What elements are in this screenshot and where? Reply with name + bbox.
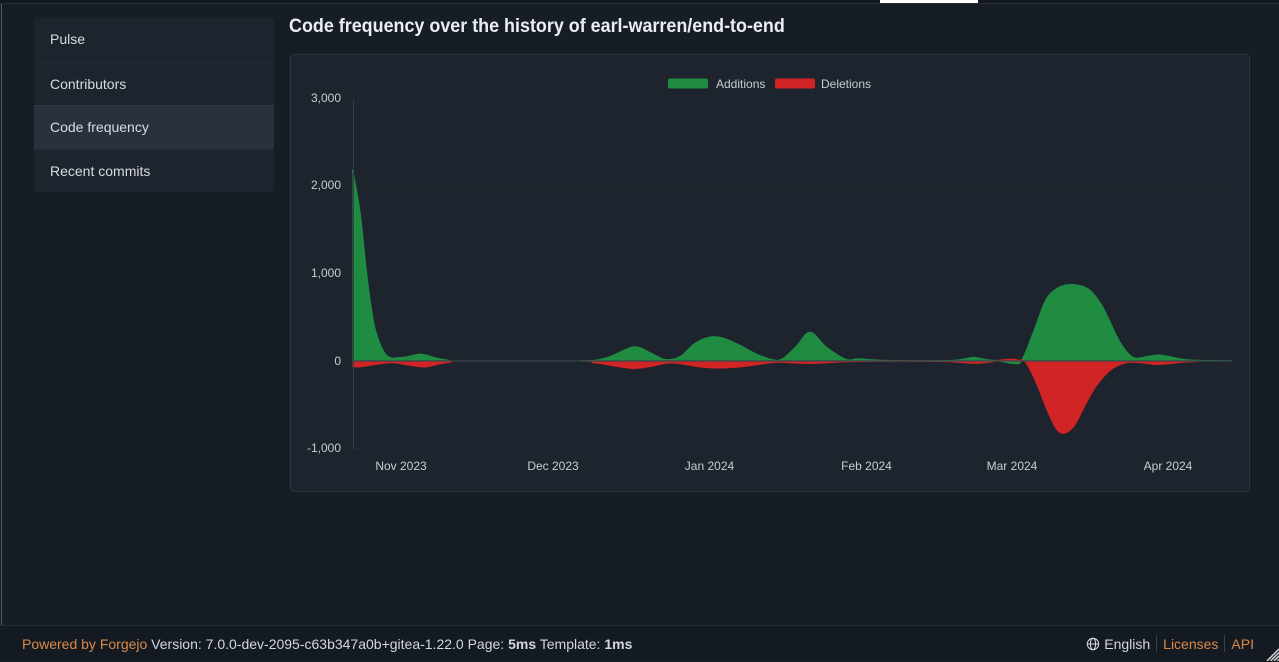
svg-text:Apr 2024: Apr 2024 [1144, 459, 1193, 473]
svg-text:Deletions: Deletions [821, 77, 871, 91]
svg-text:2,000: 2,000 [311, 178, 341, 192]
svg-text:-1,000: -1,000 [307, 441, 341, 455]
svg-text:1,000: 1,000 [311, 266, 341, 280]
svg-text:0: 0 [334, 354, 341, 368]
svg-text:Mar 2024: Mar 2024 [987, 459, 1038, 473]
svg-text:Jan 2024: Jan 2024 [685, 459, 735, 473]
svg-text:Additions: Additions [716, 77, 765, 91]
svg-text:Dec 2023: Dec 2023 [527, 459, 579, 473]
svg-text:Feb 2024: Feb 2024 [841, 459, 892, 473]
svg-text:3,000: 3,000 [311, 91, 341, 105]
svg-text:Nov 2023: Nov 2023 [375, 459, 427, 473]
